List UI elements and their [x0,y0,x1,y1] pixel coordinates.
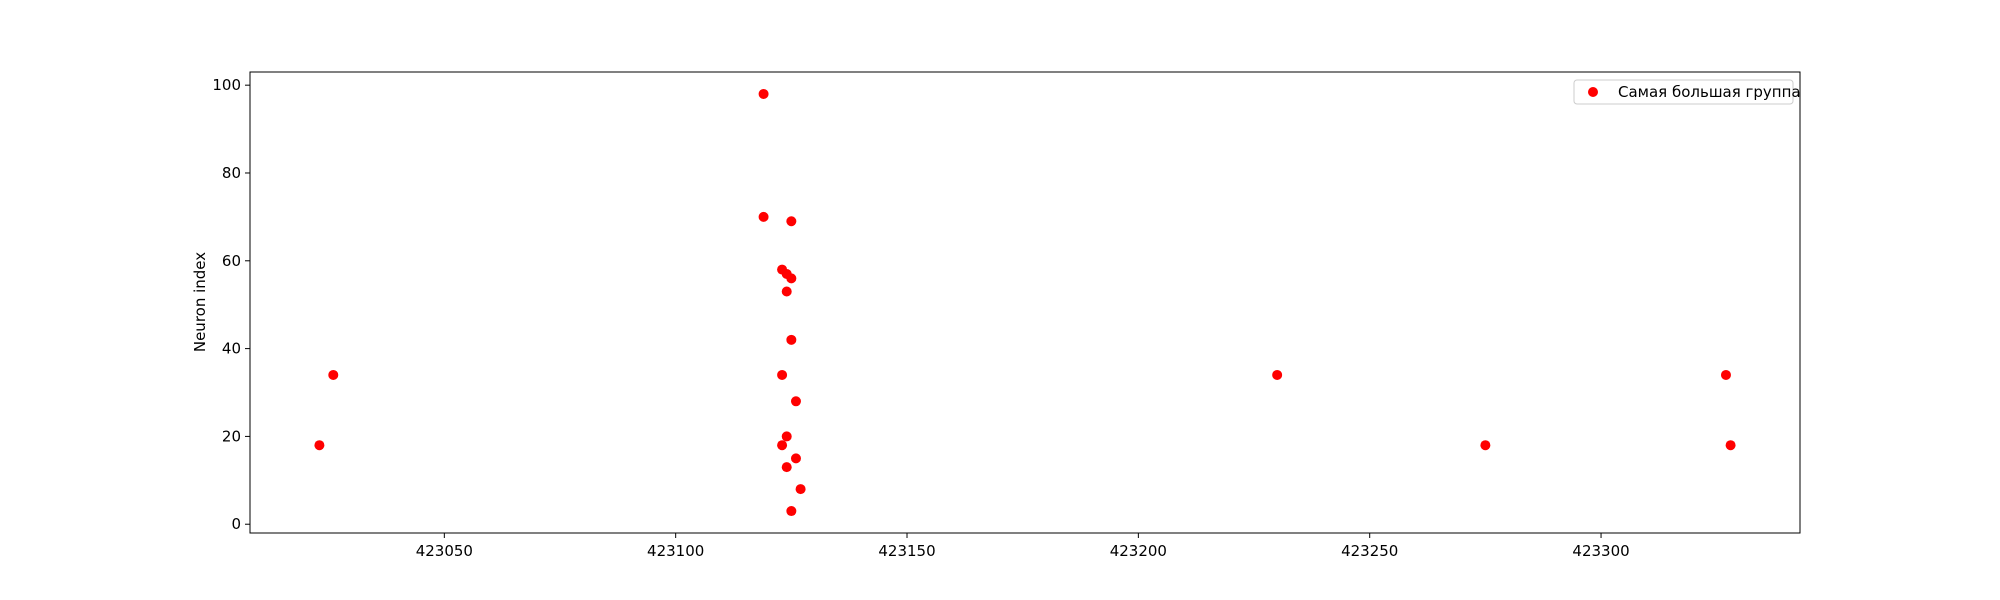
data-point [328,369,339,380]
y-tick-label: 0 [231,515,241,533]
x-tick-label: 423050 [416,542,473,560]
x-tick-label: 423300 [1572,542,1629,560]
y-axis-label: Neuron index [191,252,209,352]
legend: Самая большая группа [1573,79,1801,105]
y-axis-ticks: 0 20 40 60 80 100 [212,76,250,533]
data-point [786,273,797,284]
y-tick-label: 100 [212,76,241,94]
data-point [777,369,788,380]
plot-frame [249,71,1801,534]
x-tick-label: 423250 [1341,542,1398,560]
data-point [786,216,797,227]
x-tick-label: 423100 [647,542,704,560]
data-point [790,453,801,464]
data-point [781,431,792,442]
legend-box [1573,79,1794,105]
data-point [777,440,788,451]
y-tick-label: 60 [222,252,241,270]
data-points [314,88,1736,517]
legend-label: Самая большая группа [1618,83,1801,101]
x-tick-label: 423150 [878,542,935,560]
data-point [786,334,797,345]
data-point [758,88,769,99]
x-axis-ticks: 423050 423100 423150 423200 423250 423300 [416,533,1630,560]
data-point [1480,440,1491,451]
data-point [314,440,325,451]
legend-marker [1588,87,1598,97]
data-point [795,484,806,495]
data-point [781,286,792,297]
data-point [790,396,801,407]
data-point [781,462,792,473]
data-point [1720,369,1731,380]
x-tick-label: 423200 [1110,542,1167,560]
data-point [758,211,769,222]
data-point [1725,440,1736,451]
data-point [786,506,797,517]
data-point [1272,369,1283,380]
y-tick-label: 80 [222,164,241,182]
y-tick-label: 40 [222,340,241,358]
y-tick-label: 20 [222,427,241,445]
